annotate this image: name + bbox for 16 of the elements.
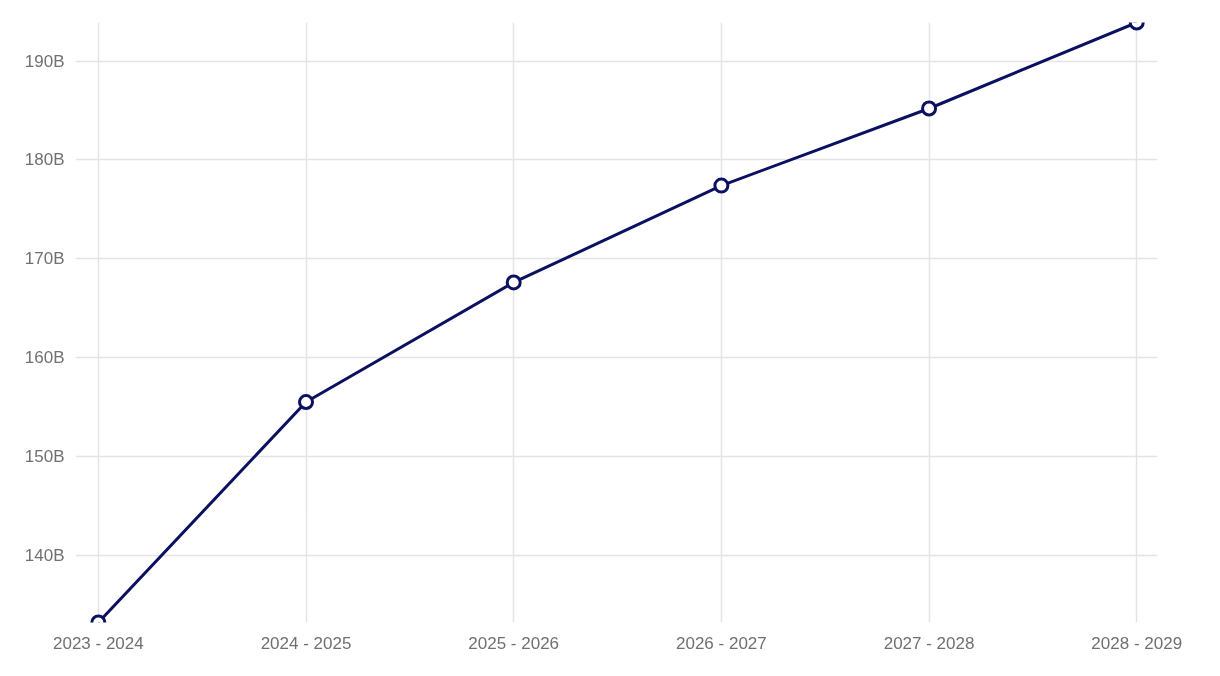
y-tick-label: 190B <box>24 51 65 71</box>
x-tick-label: 2025 - 2026 <box>468 633 560 653</box>
x-tick-label: 2028 - 2029 <box>1091 633 1183 653</box>
x-tick-label: 2024 - 2025 <box>260 633 352 653</box>
x-tick-label: 2023 - 2024 <box>52 633 144 653</box>
y-tick-label: 140B <box>24 545 65 565</box>
x-tick-label: 2027 - 2028 <box>883 633 975 653</box>
point <box>298 394 315 411</box>
y-tick-label: 160B <box>24 348 65 368</box>
y-tick-label: 170B <box>24 249 65 269</box>
x-tick-label: 2026 - 2027 <box>676 633 767 653</box>
point <box>713 177 730 194</box>
point <box>505 274 522 291</box>
y-tick-label: 150B <box>24 446 65 466</box>
y-tick-label: 180B <box>24 150 65 170</box>
point <box>921 100 938 117</box>
